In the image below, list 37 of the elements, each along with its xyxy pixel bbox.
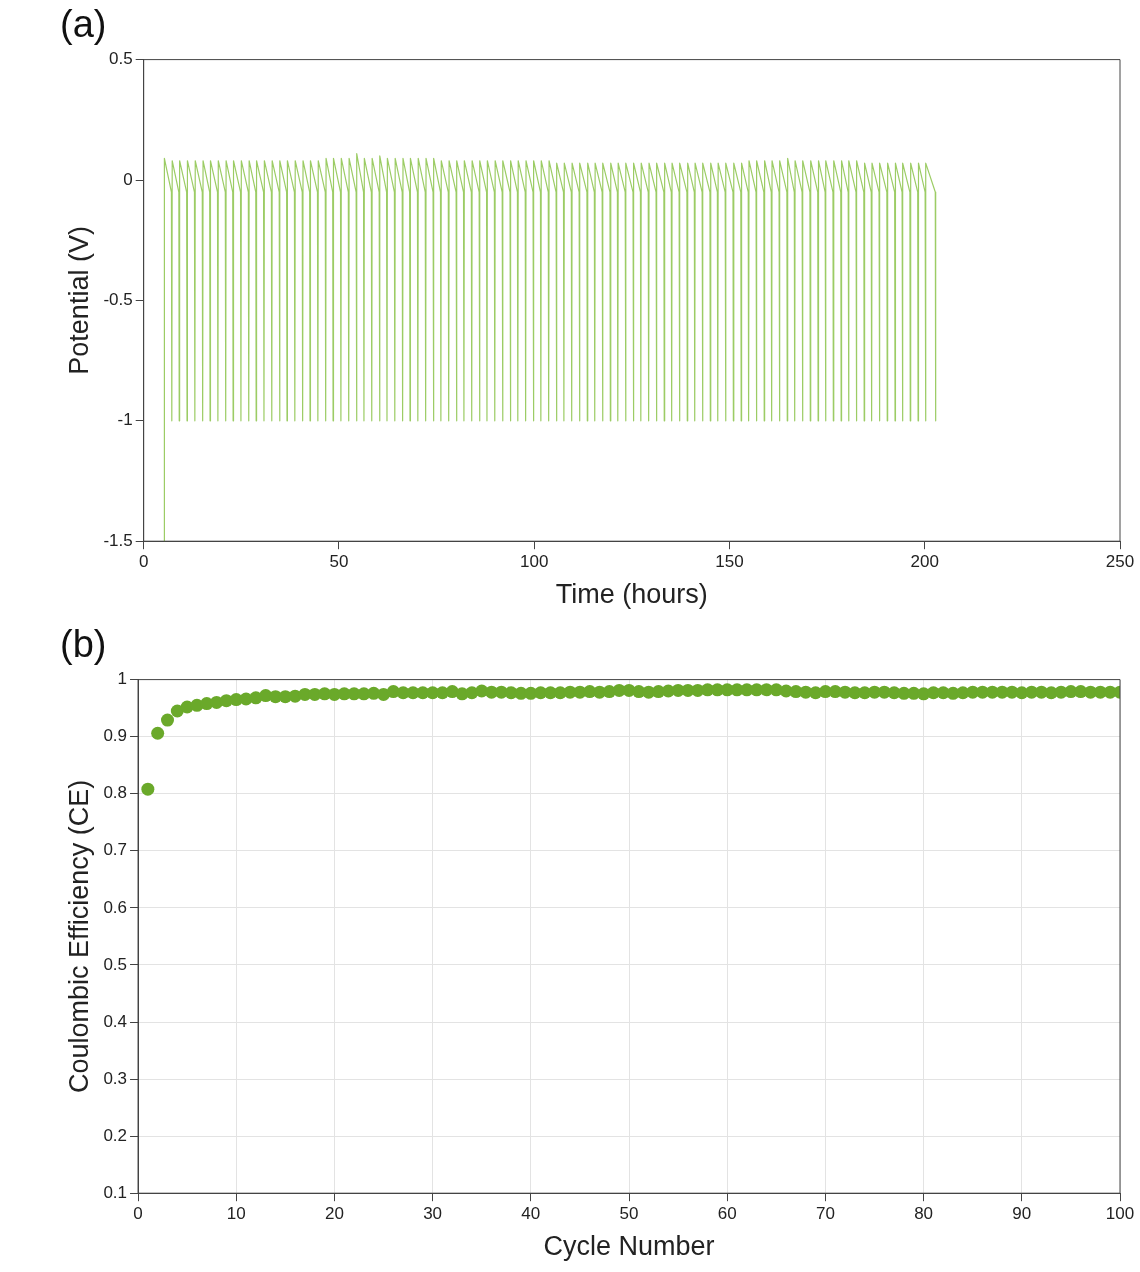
x-tick-label: 0	[138, 552, 149, 572]
y-tick-label: 0.4	[103, 1011, 128, 1031]
y-tick-label: 0.9	[103, 726, 128, 746]
x-tick-label: 100	[520, 552, 549, 572]
x-tick-label: 150	[715, 552, 744, 572]
y-tick-label: 0.1	[103, 1182, 128, 1202]
x-tick-label: 80	[914, 1204, 934, 1224]
y-tick-label: -1	[117, 410, 133, 430]
x-axis-title: Cycle Number	[543, 1231, 715, 1262]
x-axis-title: Time (hours)	[555, 579, 708, 610]
y-tick-label: 0.5	[109, 49, 133, 69]
y-axis-title: Potential (V)	[63, 226, 94, 375]
y-axis-title: Coulombic Efficiency (CE)	[63, 779, 94, 1093]
y-tick-label: -0.5	[103, 290, 133, 310]
y-tick-label: 0.7	[103, 840, 128, 860]
x-tick-label: 50	[619, 1204, 639, 1224]
y-tick-label: 0	[123, 169, 133, 189]
x-tick-label: 200	[910, 552, 939, 572]
y-tick-label: -1.5	[103, 530, 133, 550]
y-tick-label: 1	[117, 669, 128, 689]
x-tick-label: 20	[324, 1204, 344, 1224]
x-tick-label: 250	[1105, 552, 1135, 572]
x-tick-label: 10	[226, 1204, 246, 1224]
x-tick-label: 30	[423, 1204, 443, 1224]
chart-title: (a)	[60, 3, 107, 46]
y-tick-label: 0.8	[103, 783, 128, 803]
y-tick-label: 0.6	[103, 897, 128, 917]
x-tick-label: 70	[815, 1204, 835, 1224]
x-tick-label: 40	[521, 1204, 541, 1224]
y-tick-label: 0.3	[103, 1068, 128, 1088]
y-tick-label: 0.2	[103, 1125, 128, 1145]
chart-title: (b)	[60, 623, 107, 666]
x-tick-label: 60	[717, 1204, 737, 1224]
x-tick-label: 100	[1105, 1204, 1135, 1224]
x-tick-label: 50	[329, 552, 349, 572]
y-tick-label: 0.5	[103, 954, 128, 974]
x-tick-label: 90	[1012, 1204, 1032, 1224]
